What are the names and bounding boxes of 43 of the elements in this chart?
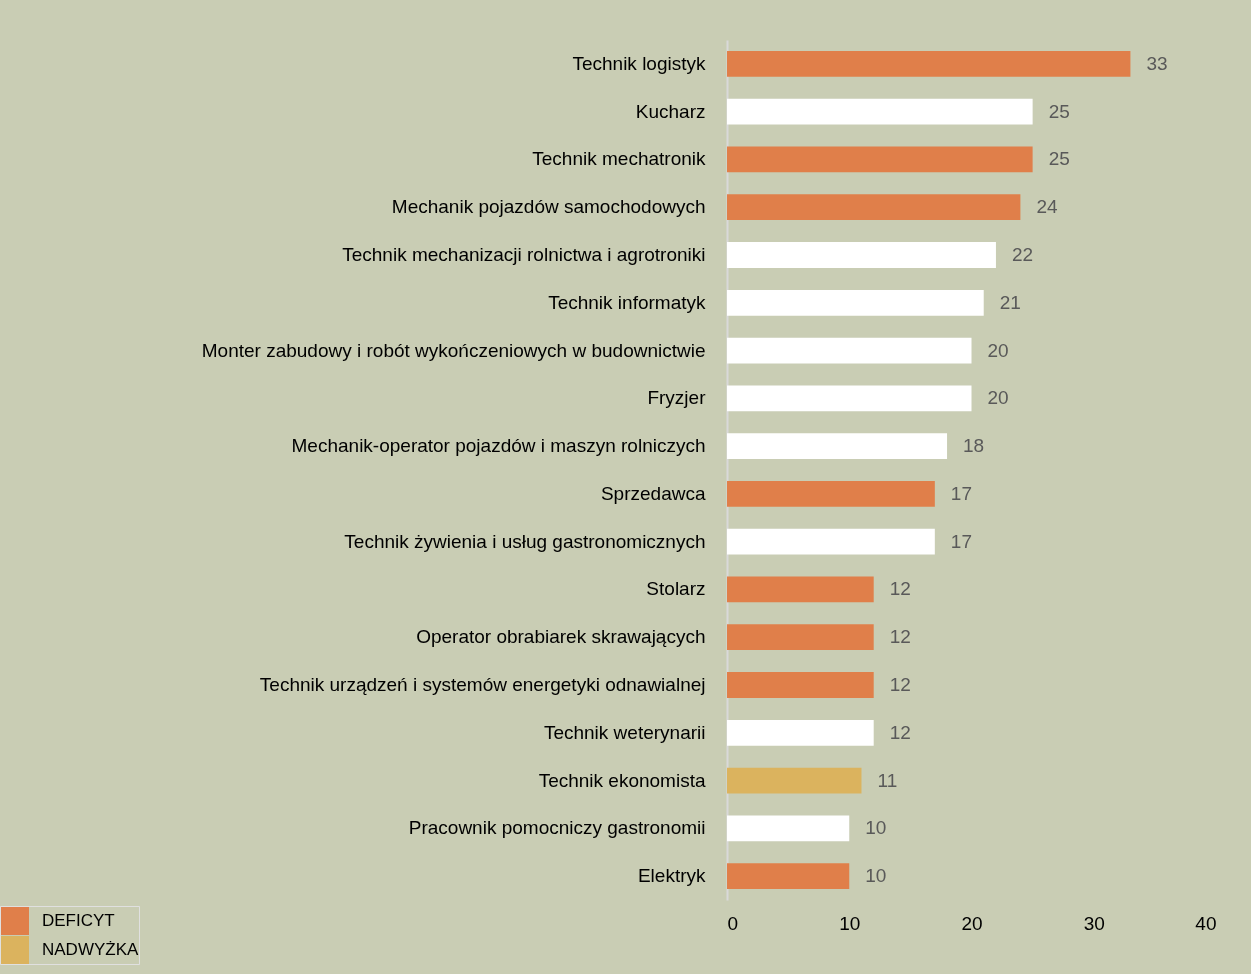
y-tick-label: Pracownik pomocniczy gastronomii [408, 817, 706, 839]
data-label: 25 [1048, 100, 1070, 122]
y-tick-label: Stolarz [646, 578, 706, 600]
y-tick-label: Mechanik-operator pojazdów i maszyn rolniczych [291, 435, 706, 457]
data-label: 12 [889, 626, 911, 648]
data-label: 12 [889, 674, 911, 695]
data-label: 10 [865, 817, 887, 839]
y-tick-label: Technik informatyk [548, 291, 706, 313]
data-label: 24 [1036, 196, 1058, 218]
x-tick-label: 10 [839, 912, 861, 934]
y-tick-label: Technik mechatronik [532, 148, 706, 170]
y-tick-label: Kucharz [635, 100, 706, 122]
y-tick-label: Operator obrabiarek skrawających [416, 626, 706, 648]
y-tick-label: Technik ekonomista [538, 769, 706, 791]
x-tick-label: 30 [1083, 912, 1105, 934]
x-tick-label: 40 [1195, 912, 1217, 934]
data-label: 12 [889, 578, 911, 600]
legend-label: NADWYŻKA [42, 940, 139, 959]
data-label: 21 [999, 291, 1021, 313]
y-tick-label: Technik weterynarii [543, 721, 706, 743]
y-tick-label: Sprzedawca [600, 482, 706, 504]
y-tick-label: Technik logistyk [572, 52, 706, 74]
data-label: 20 [987, 387, 1009, 409]
data-label: 12 [889, 721, 911, 743]
y-tick-label: Fryzjer [647, 387, 707, 409]
data-label: 11 [877, 769, 898, 791]
y-tick-label: Mechanik pojazdów samochodowych [391, 196, 706, 218]
y-tick-label: Technik urządzeń i systemów energetyki odnawialnej [259, 674, 706, 695]
data-label: 17 [950, 530, 972, 552]
x-tick-label: 0 [727, 912, 739, 934]
y-tick-label: Monter zabudowy i robót wykończeniowych w budownictwie [201, 339, 706, 361]
data-label: 17 [950, 482, 972, 504]
y-tick-label: Technik mechanizacji rolnictwa i agrotroniki [342, 244, 706, 265]
legend-label: DEFICYT [42, 911, 115, 930]
data-label: 10 [865, 865, 887, 887]
data-label: 22 [1011, 244, 1034, 265]
data-label: 25 [1048, 148, 1070, 170]
y-tick-label: Elektryk [637, 865, 706, 887]
x-tick-label: 20 [961, 912, 983, 934]
y-tick-label: Technik żywienia i usług gastronomicznych [344, 530, 706, 552]
data-label: 18 [963, 435, 985, 457]
data-label: 33 [1146, 52, 1168, 74]
data-label: 20 [987, 339, 1009, 361]
